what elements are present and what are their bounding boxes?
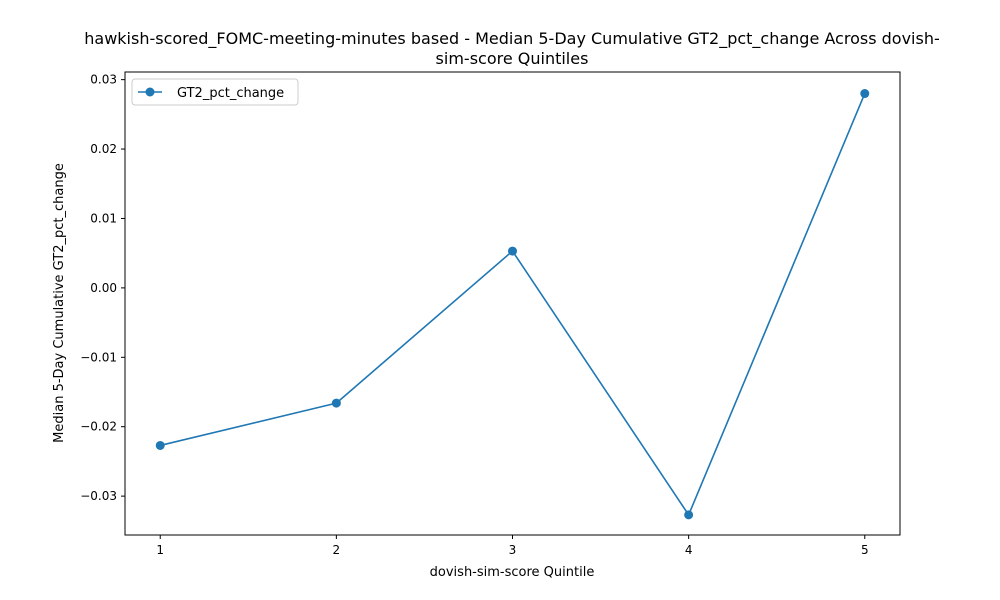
- x-tick-label: 5: [861, 543, 869, 557]
- y-tick-label: 0.02: [90, 142, 117, 156]
- legend-entry-label: GT2_pct_change: [177, 86, 284, 101]
- series-line: [160, 93, 866, 516]
- y-tick-label: −0.01: [80, 350, 117, 364]
- data-point: [155, 440, 165, 450]
- x-tick-label: 1: [156, 543, 164, 557]
- plot-area: [155, 89, 870, 520]
- legend: GT2_pct_change: [131, 78, 299, 106]
- data-point: [331, 398, 341, 408]
- plot-frame: [124, 71, 901, 536]
- y-tick-label: 0.03: [90, 73, 117, 87]
- data-point: [508, 246, 517, 256]
- chart-title-line-2: sim-score Quintiles: [436, 49, 589, 68]
- data-point: [684, 510, 694, 520]
- y-axis: −0.03 −0.02 −0.01 0.00 0.01 0.02 0.03: [80, 73, 125, 503]
- legend-box: [131, 78, 299, 106]
- y-tick-label: −0.02: [80, 420, 117, 434]
- legend-marker-swatch: [145, 87, 155, 97]
- x-tick-label: 4: [685, 543, 693, 557]
- y-tick-label: −0.03: [80, 489, 117, 503]
- y-axis-label: Median 5-Day Cumulative GT2_pct_change: [52, 163, 67, 443]
- x-axis: 1 2 3 4 5: [156, 535, 869, 557]
- x-tick-label: 2: [333, 543, 341, 557]
- chart-title: hawkish-scored_FOMC-meeting-minutes base…: [84, 29, 939, 68]
- data-point: [860, 89, 870, 99]
- chart-title-line-1: hawkish-scored_FOMC-meeting-minutes base…: [84, 29, 939, 49]
- y-tick-label: 0.00: [90, 281, 117, 295]
- x-axis-label: dovish-sim-score Quintile: [430, 565, 595, 580]
- x-tick-label: 3: [509, 543, 517, 557]
- y-tick-label: 0.01: [90, 211, 117, 225]
